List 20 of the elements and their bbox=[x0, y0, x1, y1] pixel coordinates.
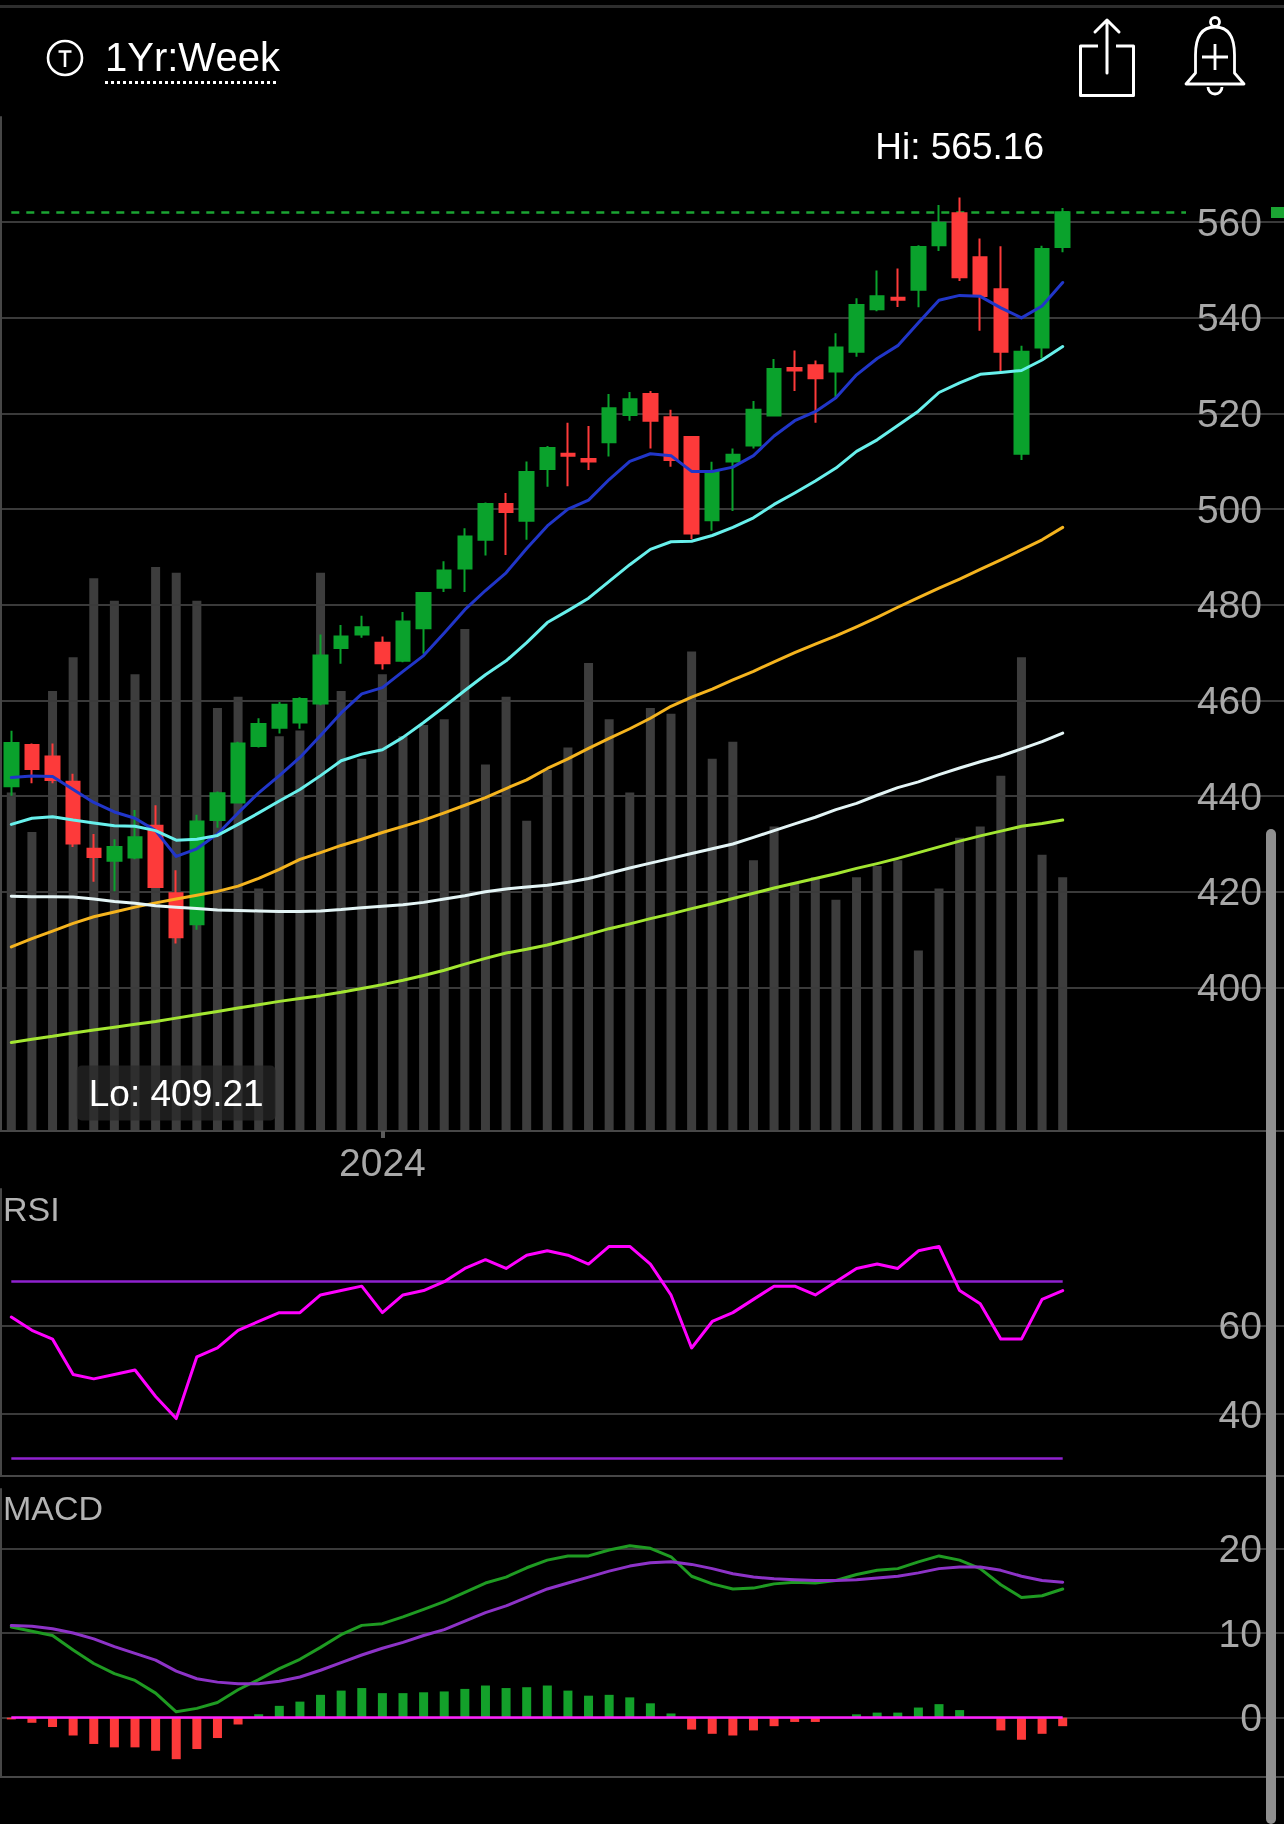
annotation: Hi: 565.16 bbox=[875, 125, 1044, 167]
y-tick-label: 0 bbox=[1240, 1696, 1262, 1740]
y-tick-label: 520 bbox=[1196, 392, 1262, 436]
y-tick-label: 400 bbox=[1196, 966, 1262, 1010]
y-tick-label: 440 bbox=[1196, 774, 1262, 818]
y-tick-label: 460 bbox=[1196, 679, 1262, 723]
y-tick-label: 500 bbox=[1196, 487, 1262, 531]
y-tick-label: 560 bbox=[1196, 200, 1262, 244]
annotation: Lo: 409.21 bbox=[88, 1072, 264, 1114]
y-tick-label: 540 bbox=[1196, 296, 1262, 340]
chart-title: MACD bbox=[3, 1489, 104, 1527]
y-tick-label: 10 bbox=[1218, 1611, 1262, 1655]
y-tick-label: 40 bbox=[1218, 1392, 1262, 1436]
y-tick-label: 60 bbox=[1218, 1304, 1262, 1348]
x-tick-label: 2024 bbox=[339, 1141, 426, 1184]
chart-title: 1Yr:Week bbox=[105, 34, 280, 81]
y-tick-label: 420 bbox=[1196, 870, 1262, 914]
y-tick-label: 20 bbox=[1218, 1526, 1262, 1570]
chart-title: RSI bbox=[3, 1190, 60, 1228]
y-tick-label: 480 bbox=[1196, 583, 1262, 627]
